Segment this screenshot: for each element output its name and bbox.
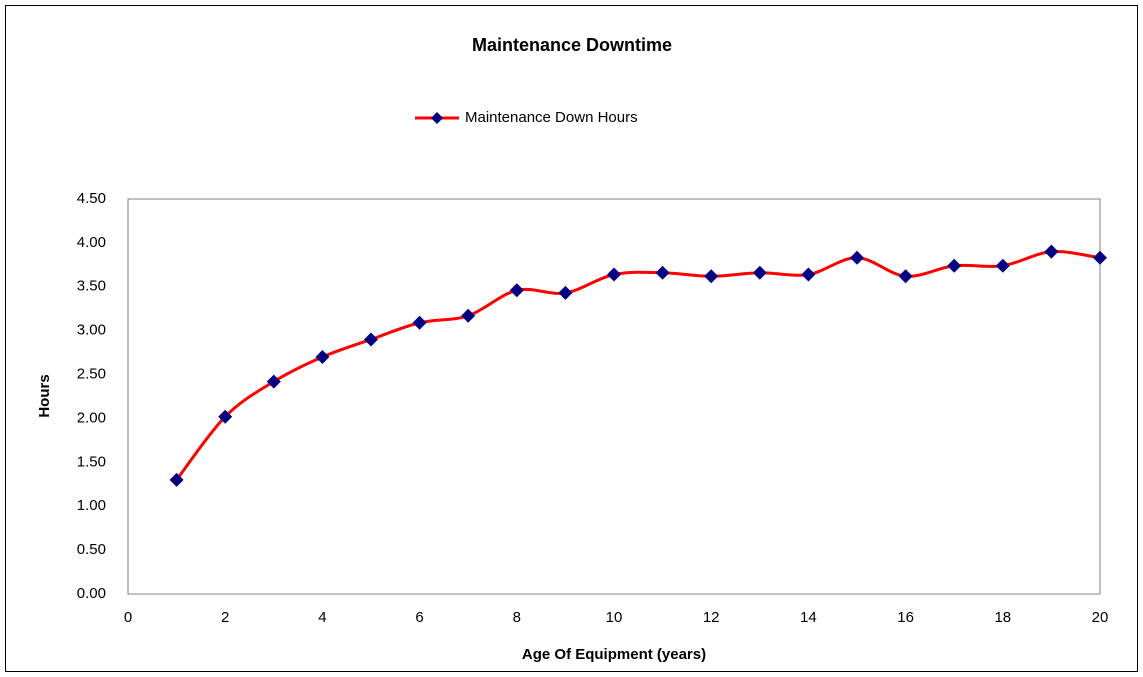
data-point	[169, 472, 184, 487]
data-point	[995, 258, 1010, 273]
data-point	[218, 409, 233, 424]
data-point	[509, 283, 524, 298]
data-point	[364, 332, 378, 347]
legend-marker	[431, 112, 443, 124]
x-tick-label: 20	[1092, 609, 1109, 626]
chart-title: Maintenance Downtime	[472, 35, 672, 55]
x-tick-label: 8	[513, 609, 521, 626]
x-tick-label: 0	[124, 609, 132, 626]
data-point	[947, 258, 962, 273]
y-tick-label: 1.00	[77, 497, 106, 514]
data-point	[752, 265, 767, 280]
data-point	[1044, 244, 1059, 259]
x-tick-label: 16	[897, 609, 914, 626]
data-point	[315, 350, 330, 364]
x-tick-label: 12	[703, 609, 720, 626]
data-point	[607, 267, 621, 282]
legend-label: Maintenance Down Hours	[465, 109, 638, 126]
data-point	[266, 374, 281, 389]
x-tick-label: 4	[318, 609, 326, 626]
data-point	[1093, 250, 1107, 265]
x-tick-label: 2	[221, 609, 229, 626]
data-point	[704, 269, 719, 284]
x-axis-label: Age Of Equipment (years)	[522, 646, 706, 663]
data-point	[558, 285, 573, 300]
data-point	[850, 250, 864, 265]
y-tick-label: 2.50	[77, 366, 106, 383]
data-point	[801, 267, 816, 282]
data-point	[461, 308, 476, 323]
y-tick-label: 0.00	[77, 585, 106, 602]
y-tick-label: 4.50	[77, 190, 106, 207]
data-point	[655, 265, 670, 280]
y-axis-label: Hours	[36, 374, 53, 417]
y-tick-label: 1.50	[77, 453, 106, 470]
y-tick-label: 2.00	[77, 409, 106, 426]
x-tick-label: 10	[606, 609, 623, 626]
plot-area	[127, 198, 1101, 595]
y-tick-label: 0.50	[77, 541, 106, 558]
x-tick-label: 6	[415, 609, 423, 626]
y-tick-label: 3.50	[77, 278, 106, 295]
data-point	[412, 315, 427, 330]
x-tick-label: 18	[994, 609, 1011, 626]
y-tick-label: 4.00	[77, 234, 106, 251]
x-tick-label: 14	[800, 609, 817, 626]
y-tick-label: 3.00	[77, 322, 106, 339]
data-point	[898, 269, 913, 284]
